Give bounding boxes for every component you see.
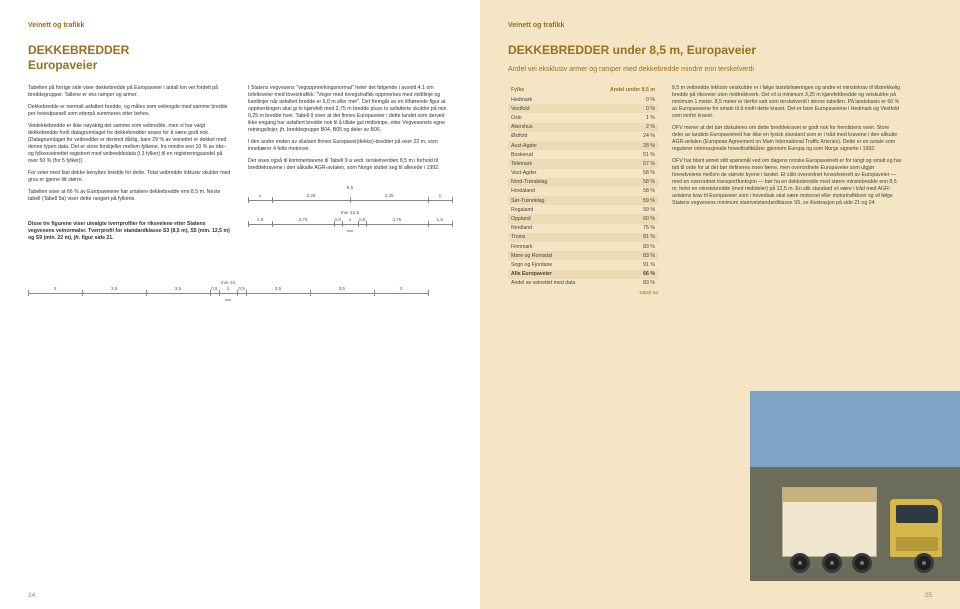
para: 8,5 m veibredde inklusiv veiskuldre er i… xyxy=(672,85,902,120)
table-row: Buskerud51 % xyxy=(508,150,658,159)
table-row: Aust-Agder28 % xyxy=(508,141,658,150)
table-row: Vest-Agder58 % xyxy=(508,169,658,178)
diag-segment: 3 xyxy=(374,286,428,291)
section-kicker: Veinett og trafikk xyxy=(508,22,932,29)
title-line1: DEKKEBREDDER xyxy=(28,43,129,57)
page-number: 25 xyxy=(925,592,932,599)
table-row: Andel av veinettet med data83 % xyxy=(508,279,658,288)
page-title: DEKKEBREDDER under 8,5 m, Europaveier xyxy=(508,43,932,58)
table-row: Troms81 % xyxy=(508,233,658,242)
table-row: Sør-Trøndelag59 % xyxy=(508,196,658,205)
table-row: Møre og Romsdal83 % xyxy=(508,251,658,260)
table-row: Akershus2 % xyxy=(508,123,658,132)
diag-segment: 0,5 xyxy=(210,286,219,291)
truck-photo xyxy=(750,391,960,581)
diag-segment: 1 xyxy=(342,217,358,223)
diag-segment: 3,75 xyxy=(272,217,333,223)
title-line2: Europaveier xyxy=(28,58,452,73)
diag-sub: min xyxy=(28,297,428,302)
left-col2: I Statens vegvesens "vegoppmerkingsnorma… xyxy=(248,85,452,247)
diag-segment: 3 xyxy=(28,286,82,291)
para: Tabellen viser at 66 % av Europaveiene h… xyxy=(28,189,232,203)
para: Veidekkebredde er ikke nøyaktig det samm… xyxy=(28,123,232,165)
page-number: 24 xyxy=(28,592,35,599)
cross-section-8-5: 8,5 13,253,251 xyxy=(248,186,452,202)
diag-segment: 0,5 xyxy=(237,286,246,291)
figure-note: Disse tre figurene viser utvalgte tverrp… xyxy=(28,221,232,242)
table-row: Nordland75 % xyxy=(508,224,658,233)
diag-segment: 3,5 xyxy=(82,286,146,291)
table-total-row: Alle Europaveier66 % xyxy=(508,270,658,279)
diag-segment: 1,5 xyxy=(248,217,272,223)
para: OFV mener at det bør diskuteres om dette… xyxy=(672,125,902,153)
left-page: Veinett og trafikk DEKKEBREDDER Europave… xyxy=(0,0,480,609)
table-row: Østfold24 % xyxy=(508,132,658,141)
section-kicker: Veinett og trafikk xyxy=(28,22,452,29)
para: I den andre enden av skalaen finnes Euro… xyxy=(248,139,452,153)
table-row: Nord-Trøndelag58 % xyxy=(508,178,658,187)
diag-segment: 0,5 xyxy=(358,217,366,223)
diag-segment: 1 xyxy=(219,286,237,291)
table-row: Oppland60 % xyxy=(508,214,658,223)
col-andel: Andel under 8,5 m xyxy=(595,85,658,95)
table-wrap: Fylke Andel under 8,5 m Hedmark0 %Vestfo… xyxy=(508,85,658,296)
para: Det vises også til kommentarene til Tabe… xyxy=(248,158,452,172)
page-title: DEKKEBREDDER Europaveier xyxy=(28,43,452,73)
diag-sub: min xyxy=(248,228,452,233)
diag-segment: 0,5 xyxy=(334,217,342,223)
para: I Statens vegvesens "vegoppmerkingsnorma… xyxy=(248,85,452,134)
para: Dekkebredde er normalt asfaltert bredde,… xyxy=(28,104,232,118)
table-row: Telemark57 % xyxy=(508,159,658,168)
truck-illustration xyxy=(782,463,942,573)
diag-segment: 3,5 xyxy=(146,286,210,291)
table-row: Vestfold0 % xyxy=(508,104,658,113)
table-row: Hordaland58 % xyxy=(508,187,658,196)
para: Tabellen på forrige side viser dekkebred… xyxy=(28,85,232,99)
table-row: Oslo1 % xyxy=(508,113,658,122)
diag-segment: 3,25 xyxy=(272,193,350,199)
col-fylke: Fylke xyxy=(508,85,595,95)
diag-segment: 1 xyxy=(428,193,452,199)
cross-section-22: min 22 33,53,50,510,53,53,53 min xyxy=(28,281,428,302)
diag-segment: 3,25 xyxy=(350,193,428,199)
table-row: Rogaland59 % xyxy=(508,205,658,214)
table-row: Hedmark0 % xyxy=(508,95,658,104)
para: OFV har blant annet stilt spørsmål ved o… xyxy=(672,158,902,207)
diag-segment: 3,5 xyxy=(246,286,310,291)
table-row: Finnmark83 % xyxy=(508,242,658,251)
diag-segment: 1 xyxy=(248,193,272,199)
left-col1: Tabellen på forrige side viser dekkebred… xyxy=(28,85,232,247)
dekkebredde-table: Fylke Andel under 8,5 m Hedmark0 %Vestfo… xyxy=(508,85,658,288)
diag-segment: 1,5 xyxy=(428,217,452,223)
diag-segment: 3,75 xyxy=(366,217,427,223)
table-tag: Tabell 9a xyxy=(508,291,658,296)
page-intro: Andel vei eksklusiv armer og ramper med … xyxy=(508,66,932,73)
table-row: Sogn og Fjordane91 % xyxy=(508,260,658,269)
right-col2: 8,5 m veibredde inklusiv veiskuldre er i… xyxy=(672,85,932,296)
cross-section-12-5: min 12,5 1,53,750,510,53,751,5 min xyxy=(248,211,452,234)
para: For veier med fast dekke benyttes bredde… xyxy=(28,170,232,184)
diag-segment: 3,5 xyxy=(310,286,374,291)
right-page: Veinett og trafikk DEKKEBREDDER under 8,… xyxy=(480,0,960,609)
